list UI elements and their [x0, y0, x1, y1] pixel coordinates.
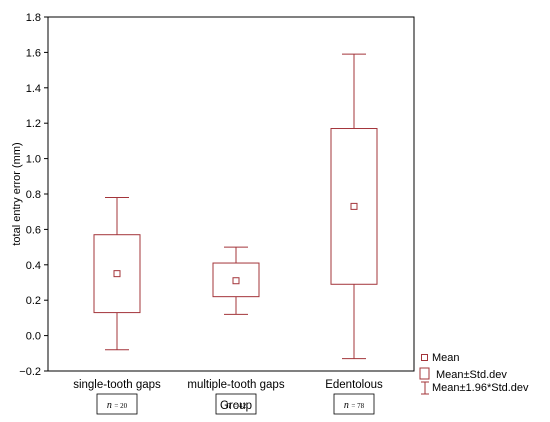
std-dev-box	[330, 128, 378, 285]
legend-whisker-label: Mean±1.96*Std.dev	[432, 382, 529, 394]
sample-size-label: n = 20	[107, 400, 128, 411]
y-tick-label: 0.8	[26, 189, 41, 201]
sample-size-box: n = 78	[333, 393, 375, 415]
y-tick-label: −0.2	[19, 366, 41, 378]
sample-size-frame	[333, 393, 375, 415]
plot-frame	[47, 16, 415, 372]
y-tick-label: 1.4	[26, 83, 41, 95]
box-series	[93, 53, 378, 360]
y-tick-label: 1.0	[26, 154, 41, 166]
legend-mean-swatch	[421, 354, 428, 361]
x-category-label: single-tooth gaps	[73, 379, 161, 391]
y-tick-label: 1.6	[26, 47, 41, 59]
sample-size-box: n = 42	[215, 393, 257, 415]
legend: Mean Mean±Std.dev Mean±1.96*Std.dev	[419, 352, 529, 395]
mean-marker	[350, 202, 358, 210]
sample-size-frame	[96, 393, 138, 415]
x-category-labels: single-tooth gaps multiple-tooth gaps Eden…	[73, 379, 383, 391]
legend-std-label: Mean±Std.dev	[436, 369, 507, 381]
std-dev-box	[93, 234, 141, 314]
sample-size-box: n = 20	[96, 393, 138, 415]
sample-size-labels: n = 20 n = 42 n = 78	[96, 393, 375, 415]
y-tick-label: 1.2	[26, 118, 41, 130]
x-category-label: multiple-tooth gaps	[187, 379, 284, 391]
y-tick-label: 0.4	[26, 260, 41, 272]
y-tick-label: 0.2	[26, 295, 41, 307]
x-category-label: Edentolous	[325, 379, 383, 391]
mean-marker	[113, 270, 121, 278]
x-axis-title: Group	[220, 400, 252, 412]
legend-std-swatch	[419, 367, 430, 380]
legend-mean-label: Mean	[432, 352, 460, 364]
std-dev-box	[212, 262, 260, 298]
y-tick-label: 0.0	[26, 331, 41, 343]
y-tick-label: 1.8	[26, 12, 41, 24]
sample-size-frame	[215, 393, 257, 415]
y-tick-label: 0.6	[26, 224, 41, 236]
y-axis-title: total entry error (mm)	[11, 142, 23, 245]
sample-size-label: n = 78	[344, 400, 365, 411]
y-axis-ticks: −0.2 0.0 0.2 0.4 0.6 0.8 1.0 1.2 1.4 1.6 1.8	[19, 12, 48, 378]
sample-size-label: n = 42	[226, 400, 247, 411]
legend-whisker-swatch	[421, 381, 429, 395]
mean-marker	[232, 277, 240, 285]
